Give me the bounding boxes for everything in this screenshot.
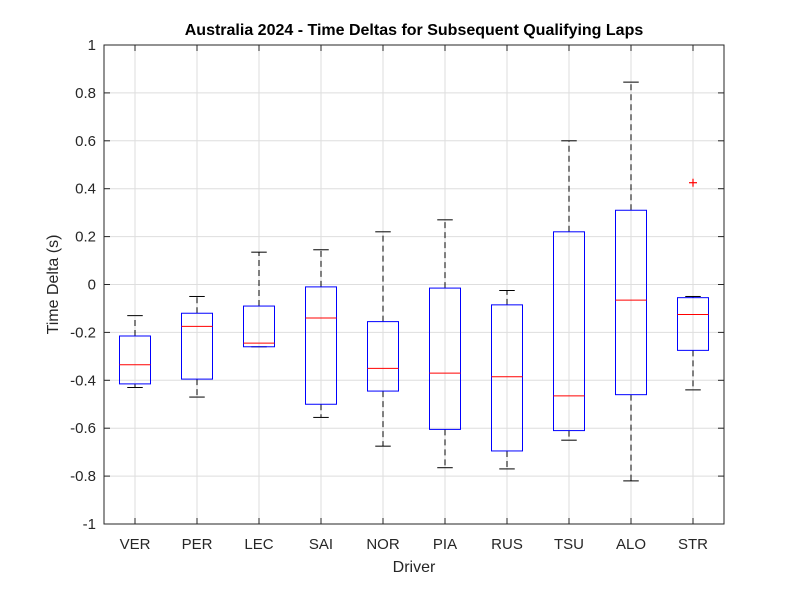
- box-str: [677, 178, 709, 391]
- ticks: 1 0.8 0.6 0.4 0.2 0 -0.2 -0.4 -0.6 -0.8 -1 VER PER LE…: [70, 37, 724, 553]
- box-alo: [615, 81, 647, 482]
- x-tick-label: PIA: [433, 536, 457, 553]
- box-lec: [243, 251, 275, 348]
- y-tick-label: -0.4: [70, 372, 96, 389]
- y-tick-label: -1: [83, 516, 96, 533]
- box-sai: [305, 249, 337, 418]
- iqr-box: [491, 304, 523, 452]
- box-ver: [119, 315, 151, 388]
- outlier-marker: [689, 178, 697, 187]
- y-tick-label: 0.6: [75, 133, 96, 150]
- iqr-box: [181, 312, 213, 380]
- x-tick-label: STR: [678, 536, 708, 553]
- y-tick-label: 0: [88, 277, 96, 294]
- y-tick-label: -0.6: [70, 420, 96, 437]
- x-tick-label: RUS: [491, 536, 523, 553]
- y-tick-label: 0.2: [75, 229, 96, 246]
- boxes: [119, 81, 709, 482]
- x-tick-label: LEC: [244, 536, 273, 553]
- iqr-box: [429, 287, 461, 430]
- iqr-box: [553, 231, 585, 432]
- box-rus: [491, 289, 523, 470]
- box-pia: [429, 219, 461, 469]
- iqr-box: [119, 335, 151, 385]
- x-axis-label: Driver: [393, 559, 436, 576]
- x-tick-label: PER: [182, 536, 213, 553]
- x-tick-label: ALO: [616, 536, 646, 553]
- x-tick-label: TSU: [554, 536, 584, 553]
- iqr-box: [367, 321, 399, 392]
- x-tick-label: SAI: [309, 536, 333, 553]
- y-axis-label: Time Delta (s): [45, 235, 62, 335]
- y-tick-label: 1: [88, 37, 96, 54]
- box-tsu: [553, 140, 585, 441]
- iqr-box: [615, 209, 647, 396]
- iqr-box: [305, 286, 337, 405]
- y-tick-label: 0.4: [75, 181, 96, 198]
- iqr-box: [677, 297, 709, 351]
- box-nor: [367, 231, 399, 447]
- x-tick-label: VER: [120, 536, 151, 553]
- y-tick-label: -0.8: [70, 468, 96, 485]
- y-tick-label: 0.8: [75, 85, 96, 102]
- box-per: [181, 295, 213, 398]
- x-tick-label: NOR: [366, 536, 400, 553]
- chart-title: Australia 2024 - Time Deltas for Subsequ…: [185, 22, 644, 39]
- y-tick-label: -0.2: [70, 324, 96, 341]
- iqr-box: [243, 305, 275, 348]
